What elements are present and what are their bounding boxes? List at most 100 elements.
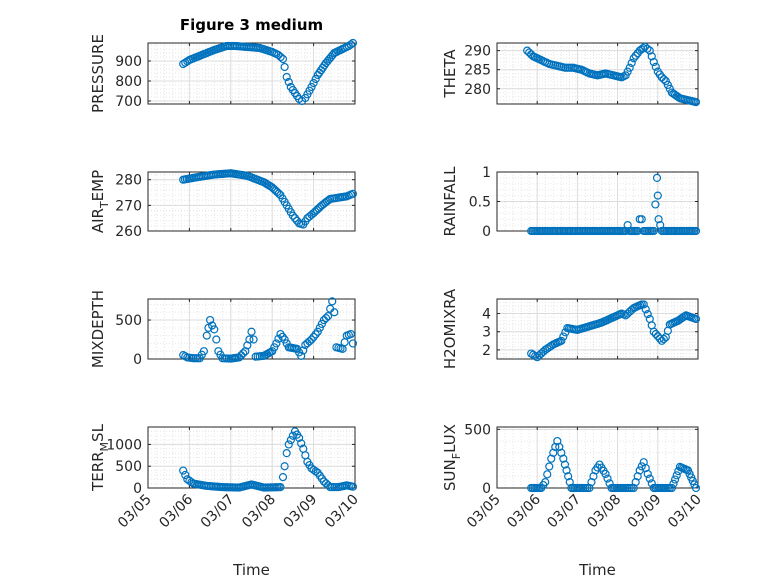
y-tick-label: 700 xyxy=(115,94,142,110)
y-tick-label: 500 xyxy=(115,459,142,475)
data-point xyxy=(317,319,326,329)
y-tick-label: 290 xyxy=(464,44,491,60)
label-part: THETA xyxy=(441,49,459,99)
y-tick-label: 1000 xyxy=(106,437,142,453)
x-tick-label: 03/10 xyxy=(322,492,362,532)
y-tick-label: 280 xyxy=(115,173,142,189)
data-point xyxy=(247,327,256,336)
x-tick-label: 03/08 xyxy=(585,492,625,532)
data-point xyxy=(239,349,248,358)
data-point xyxy=(276,52,285,62)
data-point xyxy=(645,474,654,483)
axes-box xyxy=(496,42,699,105)
data-point xyxy=(270,343,279,352)
data-point xyxy=(631,51,640,60)
y-tick-label: 900 xyxy=(115,54,142,70)
data-point xyxy=(651,62,660,71)
data-point xyxy=(637,462,646,471)
data-point xyxy=(187,478,196,487)
x-tick-label: 03/06 xyxy=(504,491,544,531)
axes-box xyxy=(496,298,699,360)
axes-box xyxy=(147,42,356,105)
data-point xyxy=(652,173,662,182)
data-point xyxy=(313,327,322,336)
subplot-theta: 280 285 290 THETA xyxy=(441,42,701,107)
data-point xyxy=(305,337,314,346)
data-point xyxy=(181,470,190,480)
y-tick-label: 3 xyxy=(482,325,491,341)
data-point xyxy=(315,323,324,332)
data-point xyxy=(295,433,304,442)
data-point xyxy=(649,226,658,236)
label-subscript: T xyxy=(98,201,111,209)
label-part: SUN xyxy=(441,459,459,491)
data-point xyxy=(560,460,570,469)
data-point xyxy=(541,478,550,487)
data-point xyxy=(206,315,215,325)
y-tick-label: 0.5 xyxy=(469,195,491,211)
data-point xyxy=(633,226,642,236)
y-tick-label: 260 xyxy=(115,224,142,240)
data-point xyxy=(282,72,291,82)
data-point xyxy=(330,308,339,317)
data-point xyxy=(297,351,306,360)
data-point xyxy=(288,211,297,220)
data-point xyxy=(323,312,333,321)
data-point xyxy=(669,479,678,488)
data-point xyxy=(691,483,701,493)
data-point xyxy=(559,332,568,341)
data-point xyxy=(529,350,538,359)
data-point xyxy=(348,38,358,48)
y-tick-label: 270 xyxy=(115,198,142,214)
data-point xyxy=(346,40,355,49)
label-part: SL xyxy=(89,423,107,442)
subplot-mixdepth: 0 500 MIXDEPTH xyxy=(89,290,358,368)
data-point xyxy=(276,483,285,492)
data-point xyxy=(179,59,188,69)
x-tick-label: 03/05 xyxy=(464,492,504,532)
data-point xyxy=(280,335,289,344)
data-point xyxy=(643,469,652,479)
data-point xyxy=(655,334,664,343)
data-point xyxy=(278,54,288,64)
data-point xyxy=(311,74,320,84)
data-point xyxy=(237,351,246,360)
data-point xyxy=(527,349,536,358)
data-point xyxy=(348,189,358,198)
y-axis-label: PRESSURE xyxy=(89,34,107,113)
data-point xyxy=(179,466,188,475)
data-point xyxy=(284,440,293,449)
data-point xyxy=(670,475,680,484)
data-point xyxy=(601,469,610,479)
y-tick-label: 2 xyxy=(482,343,491,359)
data-point xyxy=(297,439,306,448)
data-point xyxy=(210,325,219,334)
data-point xyxy=(346,329,355,339)
y-tick-label: 280 xyxy=(464,82,491,98)
label-part: PRESSURE xyxy=(89,34,107,113)
x-tick-label: 03/08 xyxy=(239,492,279,532)
data-point xyxy=(234,353,244,362)
axes-box xyxy=(147,298,356,360)
x-axis-label: Time xyxy=(578,561,616,579)
y-tick-label: 285 xyxy=(464,63,491,79)
data-point xyxy=(282,449,291,458)
x-tick-label: 03/09 xyxy=(281,492,321,532)
y-tick-label: 500 xyxy=(464,422,491,438)
y-tick-label: 800 xyxy=(115,74,142,90)
y-axis-label: TERRMSL xyxy=(89,423,111,492)
data-point xyxy=(659,75,668,84)
data-point xyxy=(672,471,681,480)
data-point xyxy=(309,78,318,88)
data-point xyxy=(559,454,568,463)
y-axis-label: AIRTEMP xyxy=(89,170,111,233)
x-tick-label: 03/06 xyxy=(156,491,196,531)
label-part: EMP xyxy=(89,170,107,201)
data-point xyxy=(321,313,331,323)
data-point xyxy=(286,435,295,445)
data-point xyxy=(348,482,358,491)
x-tick-label: 03/07 xyxy=(544,492,584,532)
data-point xyxy=(651,200,660,209)
